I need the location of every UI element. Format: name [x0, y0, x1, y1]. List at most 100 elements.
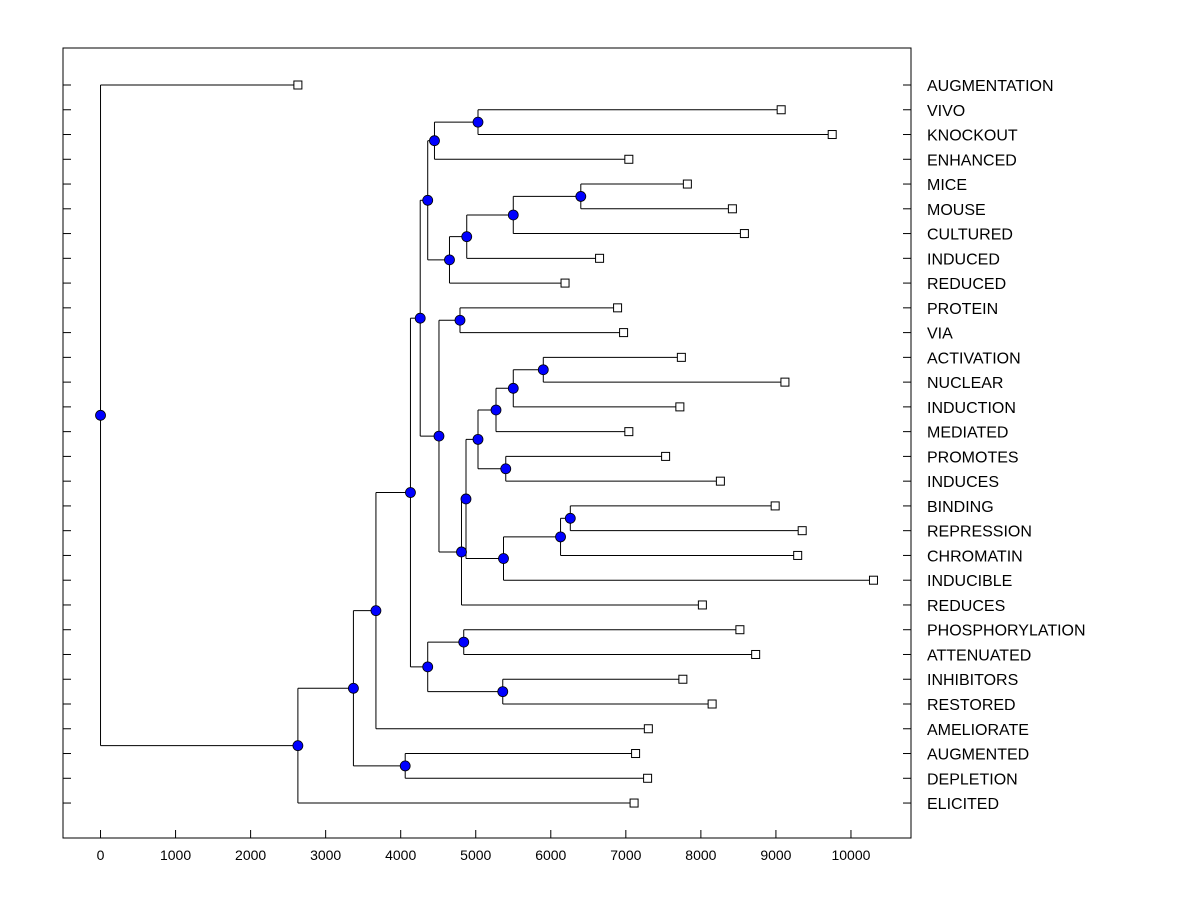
- leaf-marker: [793, 550, 803, 560]
- leaf-label: NUCLEAR: [927, 375, 1003, 392]
- merge-node-marker: [472, 116, 484, 128]
- leaf-marker: [735, 625, 745, 635]
- merge-node-marker: [399, 760, 411, 772]
- leaf-label: VIA: [927, 326, 953, 343]
- leaf-label: INDUCTION: [927, 400, 1016, 417]
- leaf-marker: [727, 204, 737, 214]
- leaf-marker: [797, 526, 807, 536]
- dendrogram-nodes: [95, 80, 878, 808]
- leaf-label: DEPLETION: [927, 771, 1018, 788]
- leaf-marker: [707, 699, 717, 709]
- leaf-marker: [770, 501, 780, 511]
- x-tick-label: 2000: [235, 847, 266, 863]
- leaf-marker: [715, 476, 725, 486]
- leaf-label: PROTEIN: [927, 301, 998, 318]
- merge-node-marker: [575, 191, 587, 202]
- merge-node-marker: [564, 512, 576, 524]
- merge-node-marker: [292, 740, 304, 752]
- merge-node-marker: [370, 605, 382, 617]
- leaf-marker: [676, 352, 686, 362]
- leaf-label: KNOCKOUT: [927, 128, 1018, 145]
- merge-node-marker: [461, 231, 473, 243]
- leaf-label: ELICITED: [927, 796, 999, 813]
- leaf-marker: [868, 575, 878, 585]
- leaf-marker: [661, 451, 671, 461]
- merge-node-marker: [555, 531, 566, 543]
- leaf-label: INDUCES: [927, 474, 999, 491]
- merge-node-marker: [507, 209, 519, 221]
- leaf-marker: [675, 402, 685, 412]
- leaf-marker: [560, 278, 570, 288]
- merge-node-marker: [490, 404, 502, 416]
- leaf-label: AUGMENTATION: [927, 78, 1054, 95]
- leaf-label: INDUCIBLE: [927, 573, 1012, 590]
- merge-node-marker: [414, 312, 426, 324]
- leaf-label: ENHANCED: [927, 152, 1017, 169]
- x-tick-label: 6000: [535, 847, 566, 863]
- leaf-marker: [643, 724, 653, 734]
- leaf-marker: [739, 229, 749, 239]
- leaf-label: REDUCES: [927, 598, 1005, 615]
- merge-node-marker: [422, 194, 434, 206]
- merge-node-marker: [405, 487, 416, 498]
- merge-node-marker: [497, 686, 509, 698]
- merge-node-marker: [458, 636, 470, 648]
- x-tick-label: 9000: [760, 847, 791, 863]
- leaf-marker: [624, 427, 634, 437]
- leaf-label: CULTURED: [927, 227, 1013, 244]
- x-tick-label: 10000: [831, 847, 870, 863]
- x-tick-label: 5000: [460, 847, 491, 863]
- leaf-label: RESTORED: [927, 697, 1016, 714]
- leaf-label: CHROMATIN: [927, 548, 1023, 565]
- leaf-marker: [629, 798, 639, 808]
- merge-node-marker: [422, 661, 434, 673]
- x-tick-label: 7000: [610, 847, 641, 863]
- leaf-label: INDUCED: [927, 251, 1000, 268]
- merge-node-marker: [454, 314, 466, 326]
- dendrogram-links: [100, 84, 874, 804]
- leaf-marker: [678, 674, 688, 684]
- leaf-marker: [624, 154, 634, 164]
- x-tick-label: 3000: [310, 847, 341, 863]
- merge-node-marker: [472, 433, 484, 445]
- merge-node-marker: [433, 430, 445, 442]
- leaf-marker: [631, 749, 641, 759]
- leaf-marker: [619, 328, 629, 338]
- plot-frame: [62, 47, 912, 839]
- leaf-marker: [780, 377, 790, 387]
- leaf-labels: AUGMENTATION VIVO KNOCKOUT ENHANCED MICE MOUS…: [927, 78, 1086, 813]
- leaf-label: INHIBITORS: [927, 672, 1018, 689]
- x-axis: 0 1000 2000 3000 4000 5000 6000 7000 8000 9000 100…: [97, 830, 871, 863]
- x-tick-label: 1000: [160, 847, 191, 863]
- x-tick-label: 8000: [685, 847, 716, 863]
- merge-node-marker: [348, 682, 359, 694]
- leaf-label: MICE: [927, 177, 967, 194]
- leaf-marker: [643, 773, 653, 783]
- leaf-marker: [293, 80, 303, 90]
- merge-node-marker: [498, 553, 509, 564]
- leaf-marker: [697, 600, 707, 610]
- leaf-marker: [595, 253, 605, 263]
- x-tick-label: 4000: [385, 847, 416, 863]
- leaf-label: AMELIORATE: [927, 722, 1029, 739]
- leaf-label: REDUCED: [927, 276, 1006, 293]
- leaf-label: ATTENUATED: [927, 647, 1031, 664]
- leaf-marker: [827, 130, 837, 140]
- leaf-label: MEDIATED: [927, 425, 1008, 442]
- leaf-label: MOUSE: [927, 202, 986, 219]
- x-tick-label: 0: [97, 847, 105, 863]
- leaf-label: BINDING: [927, 499, 994, 516]
- merge-node-marker: [537, 364, 549, 376]
- leaf-label: AUGMENTED: [927, 747, 1029, 764]
- leaf-marker: [751, 649, 761, 659]
- leaf-marker: [776, 105, 786, 115]
- axis-ticks: [63, 84, 911, 804]
- leaf-label: ACTIVATION: [927, 350, 1021, 367]
- merge-node-marker: [95, 409, 106, 421]
- merge-node-marker: [460, 493, 472, 505]
- leaf-marker: [613, 303, 623, 313]
- leaf-label: PROMOTES: [927, 449, 1019, 466]
- leaf-label: VIVO: [927, 103, 965, 120]
- merge-node-marker: [507, 382, 519, 394]
